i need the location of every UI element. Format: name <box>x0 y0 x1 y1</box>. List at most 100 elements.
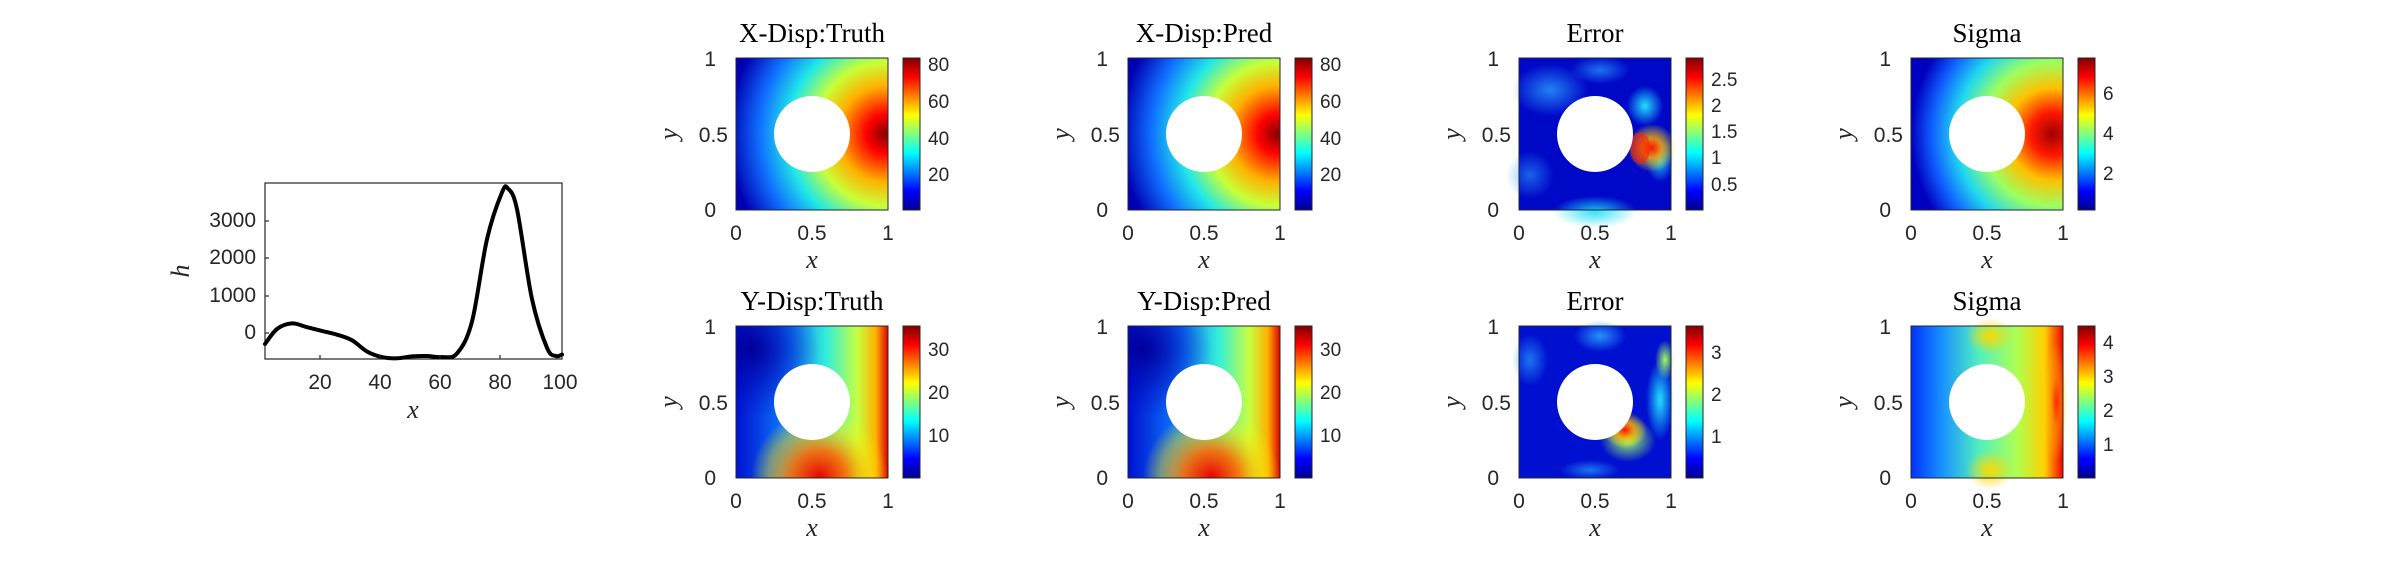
h-xtick-label: 60 <box>428 371 451 394</box>
ytick: 1 <box>1487 48 1499 71</box>
h-xtick-label: 100 <box>542 371 577 394</box>
hole <box>774 96 850 172</box>
ytick: 0.5 <box>1482 392 1511 415</box>
ytick: 1 <box>704 48 716 71</box>
cb-tick: 20 <box>928 165 949 186</box>
hole <box>1949 96 2025 172</box>
xtick: 1 <box>1665 490 1677 513</box>
cb-tick: 10 <box>928 426 949 447</box>
hole <box>1166 364 1242 440</box>
colorbar <box>1294 57 1313 211</box>
cb-tick: 2 <box>1711 96 1722 117</box>
h-ylabel: h <box>166 265 195 278</box>
xtick: 1 <box>882 222 894 245</box>
cb-tick: 20 <box>1320 383 1341 404</box>
xtick: 0.5 <box>797 490 826 513</box>
cb-tick: 60 <box>1320 92 1341 113</box>
colorbar <box>1294 325 1313 479</box>
ytick: 0 <box>704 199 716 222</box>
xtick: 0 <box>730 222 742 245</box>
ytick: 0 <box>1487 467 1499 490</box>
colorbar <box>1685 325 1704 479</box>
panel-title: X-Disp:Truth <box>739 18 886 48</box>
panel-ydisp-pred: Y-Disp:Pred 10 20 30 0 0.5 1 0 0.5 1 x y <box>1046 286 1341 542</box>
ytick: 1 <box>1879 316 1891 339</box>
xtick: 0.5 <box>1189 490 1218 513</box>
ylabel: y <box>654 396 683 411</box>
xtick: 0 <box>1122 222 1134 245</box>
cb-tick: 30 <box>928 340 949 361</box>
xtick: 0.5 <box>1189 222 1218 245</box>
panel-xdisp-truth: X-Disp:Truth 20 40 60 80 0 0.5 1 0 0.5 1… <box>654 18 949 274</box>
cb-tick: 1.5 <box>1711 122 1737 143</box>
ylabel: y <box>1046 396 1075 411</box>
xtick: 1 <box>2057 490 2069 513</box>
ytick: 0.5 <box>1091 124 1120 147</box>
h-xlabel: x <box>406 395 419 424</box>
ytick: 0.5 <box>1091 392 1120 415</box>
ytick: 0.5 <box>1874 124 1903 147</box>
cb-tick: 40 <box>928 129 949 150</box>
xtick: 1 <box>1665 222 1677 245</box>
cb-tick: 2.5 <box>1711 70 1737 91</box>
xtick: 1 <box>1274 222 1286 245</box>
xtick: 0 <box>1122 490 1134 513</box>
ylabel: y <box>1829 128 1858 143</box>
ytick: 0.5 <box>1482 124 1511 147</box>
panel-title: Y-Disp:Pred <box>1137 286 1271 316</box>
panel-ydisp-error: Error 1 2 3 0 0.5 1 0 0.5 1 x y <box>1437 286 1722 542</box>
xtick: 0 <box>730 490 742 513</box>
hole <box>774 364 850 440</box>
xlabel: x <box>1980 513 1993 542</box>
panel-ydisp-sigma: Sigma 1 2 3 4 0 0.5 1 0 0.5 1 x y <box>1829 286 2114 542</box>
xtick: 1 <box>1274 490 1286 513</box>
colorbar <box>902 325 921 479</box>
cb-tick: 20 <box>928 383 949 404</box>
xlabel: x <box>805 245 818 274</box>
ylabel: y <box>1437 396 1466 411</box>
ytick: 1 <box>1487 316 1499 339</box>
h-tick-marks <box>265 220 501 359</box>
ytick: 1 <box>1096 316 1108 339</box>
xtick: 0.5 <box>1580 222 1609 245</box>
ytick: 1 <box>704 316 716 339</box>
cb-tick: 6 <box>2103 84 2114 105</box>
cb-tick: 2 <box>1711 385 1722 406</box>
h-line-plot: 20 40 60 80 100 0 1000 2000 3000 x h <box>166 182 578 424</box>
xlabel: x <box>1980 245 1993 274</box>
panel-title: Y-Disp:Truth <box>740 286 884 316</box>
panel-title: Sigma <box>1952 18 2021 48</box>
ylabel: y <box>1829 396 1858 411</box>
panel-xdisp-sigma: Sigma 2 4 6 0 0.5 1 0 0.5 1 x y <box>1829 18 2114 274</box>
hole <box>1557 96 1633 172</box>
xlabel: x <box>1197 245 1210 274</box>
cb-tick: 60 <box>928 92 949 113</box>
cb-tick: 10 <box>1320 426 1341 447</box>
xtick: 1 <box>882 490 894 513</box>
ytick: 0 <box>1487 199 1499 222</box>
ytick: 0 <box>1096 199 1108 222</box>
h-xtick-label: 40 <box>368 371 391 394</box>
cb-tick: 80 <box>928 55 949 76</box>
cb-tick: 0.5 <box>1711 175 1737 196</box>
h-ytick-label: 0 <box>244 321 256 344</box>
panel-xdisp-error: Error 0.5 1 1.5 2 2.5 0 0.5 1 0 0.5 1 x … <box>1437 18 1737 274</box>
ytick: 1 <box>1879 48 1891 71</box>
h-ytick-label: 1000 <box>209 284 256 307</box>
cb-tick: 1 <box>1711 148 1722 169</box>
cb-tick: 20 <box>1320 165 1341 186</box>
panel-title: Sigma <box>1952 286 2021 316</box>
ytick: 0 <box>704 467 716 490</box>
xtick: 0 <box>1513 222 1525 245</box>
panel-title: Error <box>1567 286 1624 316</box>
h-ytick-label: 3000 <box>209 209 256 232</box>
xtick: 0.5 <box>797 222 826 245</box>
panel-title: Error <box>1567 18 1624 48</box>
cb-tick: 30 <box>1320 340 1341 361</box>
h-ytick-label: 2000 <box>209 246 256 269</box>
cb-tick: 2 <box>2103 401 2114 422</box>
colorbar <box>2077 325 2096 479</box>
panel-xdisp-pred: X-Disp:Pred 20 40 60 80 0 0.5 1 0 0.5 1 … <box>1046 18 1341 274</box>
xtick: 0.5 <box>1580 490 1609 513</box>
